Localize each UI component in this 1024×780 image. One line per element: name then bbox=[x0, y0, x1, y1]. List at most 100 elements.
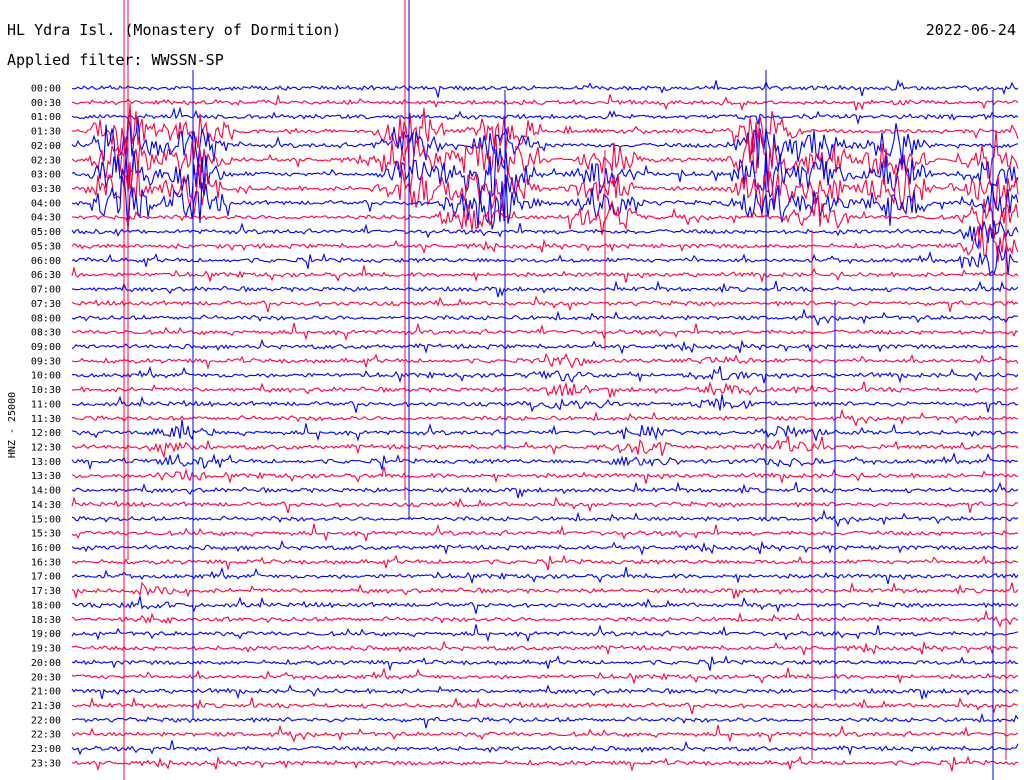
time-tick-label: 17:30 bbox=[31, 586, 61, 597]
time-tick-label: 18:00 bbox=[31, 600, 61, 611]
time-tick-label: 03:30 bbox=[31, 184, 61, 195]
trace-row bbox=[71, 365, 1019, 384]
time-tick-label: 06:00 bbox=[31, 256, 61, 267]
filter-label: Applied filter: WWSSN-SP bbox=[7, 51, 224, 69]
time-tick-label: 11:00 bbox=[31, 399, 61, 410]
trace-row bbox=[71, 194, 1019, 239]
time-tick-label: 16:30 bbox=[31, 557, 61, 568]
time-tick-label: 07:30 bbox=[31, 299, 61, 310]
time-tick-label: 10:00 bbox=[31, 371, 61, 382]
trace-row bbox=[71, 667, 1019, 685]
time-tick-label: 09:00 bbox=[31, 342, 61, 353]
trace-row bbox=[71, 106, 1019, 126]
time-tick-label: 17:00 bbox=[31, 572, 61, 583]
trace-row bbox=[71, 78, 1019, 98]
trace-row bbox=[71, 352, 1019, 371]
time-tick-label: 18:30 bbox=[31, 615, 61, 626]
trace-row bbox=[71, 566, 1019, 585]
trace-row bbox=[71, 640, 1019, 657]
time-tick-label: 19:30 bbox=[31, 644, 61, 655]
time-tick-label: 10:30 bbox=[31, 385, 61, 396]
trace-row bbox=[71, 740, 1019, 756]
time-tick-label: 12:00 bbox=[31, 428, 61, 439]
time-tick-label: 08:30 bbox=[31, 328, 61, 339]
trace-row bbox=[71, 265, 1019, 284]
trace-row bbox=[71, 93, 1019, 112]
time-tick-label: 03:00 bbox=[31, 170, 61, 181]
trace-row bbox=[71, 130, 1019, 193]
trace-row bbox=[71, 380, 1019, 398]
time-tick-label: 09:30 bbox=[31, 356, 61, 367]
time-tick-label: 14:30 bbox=[31, 500, 61, 511]
time-tick-label: 07:00 bbox=[31, 285, 61, 296]
trace-row bbox=[71, 755, 1019, 773]
trace-row bbox=[71, 117, 1019, 173]
time-tick-label: 20:30 bbox=[31, 672, 61, 683]
time-tick-label: 20:00 bbox=[31, 658, 61, 669]
time-tick-label: 01:00 bbox=[31, 112, 61, 123]
time-tick-label: 05:00 bbox=[31, 227, 61, 238]
time-tick-label: 06:30 bbox=[31, 270, 61, 281]
trace-row bbox=[71, 696, 1019, 715]
time-tick-label: 23:00 bbox=[31, 744, 61, 755]
trace-row bbox=[71, 554, 1019, 572]
time-tick-label: 22:30 bbox=[31, 730, 61, 741]
trace-row bbox=[71, 280, 1019, 298]
trace-row bbox=[71, 539, 1019, 556]
time-tick-label: 08:00 bbox=[31, 313, 61, 324]
trace-row bbox=[71, 581, 1019, 599]
trace-row bbox=[71, 724, 1019, 744]
time-tick-label: 15:00 bbox=[31, 514, 61, 525]
trace-row bbox=[71, 596, 1019, 614]
trace-row bbox=[71, 508, 1019, 528]
trace-row bbox=[71, 338, 1018, 355]
time-tick-label: 12:30 bbox=[31, 443, 61, 454]
time-tick-label: 15:30 bbox=[31, 529, 61, 540]
station-title: HL Ydra Isl. (Monastery of Dormition) bbox=[7, 21, 342, 39]
time-tick-label: 13:00 bbox=[31, 457, 61, 468]
y-axis-label: HNZ - 25000 bbox=[7, 392, 18, 458]
trace-row bbox=[71, 435, 1019, 459]
trace-row bbox=[71, 103, 1019, 160]
trace-row bbox=[71, 295, 1019, 313]
trace-row bbox=[71, 162, 1019, 218]
time-tick-label: 05:30 bbox=[31, 241, 61, 252]
trace-row bbox=[71, 451, 1019, 471]
time-tick-label: 11:30 bbox=[31, 414, 61, 425]
time-tick-label: 02:00 bbox=[31, 141, 61, 152]
time-tick-label: 23:30 bbox=[31, 758, 61, 769]
seismic-traces bbox=[71, 0, 1019, 780]
trace-row bbox=[71, 168, 1019, 232]
time-tick-label: 00:00 bbox=[31, 84, 61, 95]
time-tick-label: 04:00 bbox=[31, 198, 61, 209]
trace-row bbox=[71, 224, 1019, 263]
time-tick-label: 14:00 bbox=[31, 486, 61, 497]
trace-row bbox=[71, 394, 1019, 413]
trace-row bbox=[71, 624, 1019, 643]
time-tick-label: 21:30 bbox=[31, 701, 61, 712]
time-tick-label: 01:30 bbox=[31, 127, 61, 138]
time-tick-label: 19:00 bbox=[31, 629, 61, 640]
trace-row bbox=[71, 466, 1018, 485]
time-tick-label: 13:30 bbox=[31, 471, 61, 482]
time-tick-label: 00:30 bbox=[31, 98, 61, 109]
trace-row bbox=[71, 307, 1019, 327]
trace-row bbox=[71, 655, 1019, 672]
date-label: 2022-06-24 bbox=[925, 21, 1016, 39]
trace-row bbox=[71, 712, 1019, 729]
time-tick-label: 02:30 bbox=[31, 155, 61, 166]
time-tick-label: 16:00 bbox=[31, 543, 61, 554]
trace-row bbox=[71, 481, 1019, 499]
time-tick-label: 22:00 bbox=[31, 715, 61, 726]
trace-row bbox=[71, 408, 1019, 427]
trace-row bbox=[71, 219, 1019, 251]
trace-row bbox=[71, 496, 1019, 514]
trace-row bbox=[71, 147, 1019, 199]
trace-row bbox=[71, 245, 1019, 277]
trace-row bbox=[71, 322, 1019, 342]
trace-row bbox=[71, 419, 1019, 443]
time-tick-label: 04:30 bbox=[31, 213, 61, 224]
time-tick-label: 21:00 bbox=[31, 687, 61, 698]
trace-row bbox=[71, 684, 1019, 700]
